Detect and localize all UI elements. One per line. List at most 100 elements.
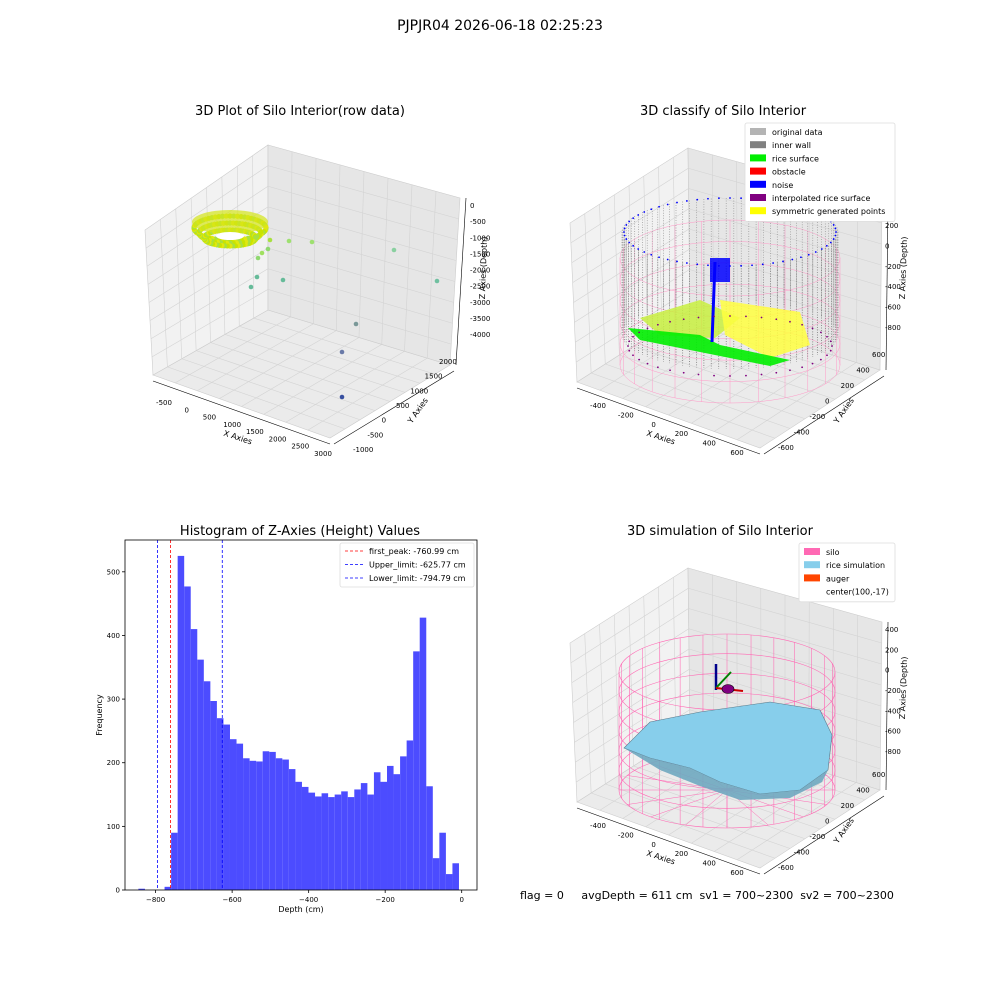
x-tick-label: 0 (651, 421, 655, 429)
noise-point (782, 260, 784, 263)
grid-line (688, 587, 882, 644)
legend-entry: inner wall (772, 141, 811, 150)
legend-entry: center(100,-17) (826, 588, 889, 597)
y-axis-label: Y Axies (831, 396, 856, 426)
grid-line (688, 628, 882, 686)
y-tick-label: 1000 (410, 387, 428, 395)
noise-point (707, 197, 709, 200)
histogram-bar (184, 586, 191, 890)
histogram-bar (223, 724, 230, 890)
histogram-bar (190, 629, 198, 890)
histogram-bar (341, 791, 348, 890)
legend-entry: silo (826, 548, 840, 557)
raw-point (434, 278, 440, 284)
legend-swatch (750, 207, 766, 215)
x-tick-label: 400 (703, 440, 716, 448)
noise-point (623, 231, 625, 233)
interpolated-point (632, 354, 634, 357)
grid-line (573, 648, 690, 723)
y-tick-label: 400 (856, 367, 869, 375)
noise-point (628, 220, 631, 223)
raw-point (258, 229, 264, 235)
histogram-bar (177, 555, 185, 890)
interpolated-point (656, 366, 659, 369)
z-tick-label: -1500 (470, 250, 490, 258)
grid-line (714, 354, 833, 432)
x-tick-label: 0 (184, 406, 188, 414)
subplot-title-simulation: 3D simulation of Silo Interior (627, 524, 813, 539)
histogram-bar (445, 874, 453, 890)
legend-swatch (804, 574, 820, 582)
x-axis-line (576, 807, 761, 875)
x-tick-label: 0 (459, 896, 463, 904)
raw-point (286, 238, 292, 244)
histogram-bar (229, 739, 237, 890)
z-tick-label: 200 (885, 222, 898, 230)
noise-point (637, 248, 640, 250)
noise-point (829, 241, 832, 244)
z-tick-label: -3000 (470, 299, 490, 307)
noise-point (807, 253, 810, 256)
y-axis-line (763, 795, 885, 875)
legend-entry: Lower_limit: -794.79 cm (369, 574, 466, 583)
rice-region-yellowgreen (640, 300, 740, 338)
histogram-bar (210, 701, 217, 890)
interpolated-point (811, 327, 814, 330)
noise-point (832, 238, 835, 240)
interpolated-point (628, 340, 631, 343)
interpolated-point (760, 316, 763, 319)
grid-line (381, 178, 389, 345)
noise-point (751, 264, 753, 267)
histogram-bar (262, 751, 270, 890)
legend-entry: symmetric generated points (772, 207, 885, 216)
histogram-bar (249, 760, 257, 890)
noise-point (666, 203, 669, 206)
noise-point (696, 198, 699, 201)
y-tick-label: 200 (107, 759, 120, 767)
grid-line (253, 317, 436, 375)
interpolated-point (819, 331, 822, 334)
interpolated-point (646, 362, 649, 365)
x-tick-label: 3000 (314, 450, 332, 458)
noise-point (740, 264, 742, 267)
interpolated-point (713, 374, 715, 377)
noise-point (685, 200, 688, 202)
y-tick-label: -600 (778, 444, 794, 452)
z-axis-label: Z Axies (Depth) (898, 656, 909, 719)
legend-swatch (750, 141, 766, 149)
noise-point (791, 258, 794, 261)
subplot-title-histogram: Histogram of Z-Axies (Height) Values (179, 524, 421, 539)
histogram-bar (301, 786, 309, 890)
histogram-bar (393, 774, 401, 890)
x-tick-label: 400 (703, 860, 716, 868)
grid-line (658, 166, 663, 329)
z-tick-label: 0 (885, 242, 889, 250)
interpolated-point (632, 335, 634, 338)
grid-line (571, 188, 689, 264)
histogram-bar (295, 781, 302, 890)
y-axis-label: Y Axies (831, 816, 856, 846)
x-tick-label: −400 (299, 896, 318, 904)
z-tick-label: -2000 (470, 267, 490, 275)
interpolated-point (627, 345, 629, 347)
histogram-bar (315, 796, 322, 890)
y-tick-label: -400 (794, 849, 810, 857)
histogram-bar (269, 751, 276, 890)
noise-point (628, 241, 631, 244)
z-tick-label: -1000 (470, 234, 490, 242)
legend-swatch (750, 167, 766, 175)
legend-swatch (804, 561, 820, 569)
y-tick-label: 500 (107, 568, 120, 576)
histogram-bar (413, 651, 420, 890)
legend-swatch (750, 194, 766, 201)
y-axis-label: Frequency (95, 694, 104, 736)
legend-swatch (750, 180, 766, 188)
z-tick-label: 400 (885, 626, 898, 634)
histogram-bar (203, 681, 211, 890)
grid-line (404, 184, 413, 352)
z-tick-label: -500 (470, 218, 486, 226)
x-axis-label: Depth (cm) (278, 905, 323, 914)
raw-point (253, 234, 259, 240)
histogram-bar (164, 886, 172, 890)
z-tick-label: -3500 (470, 315, 490, 323)
